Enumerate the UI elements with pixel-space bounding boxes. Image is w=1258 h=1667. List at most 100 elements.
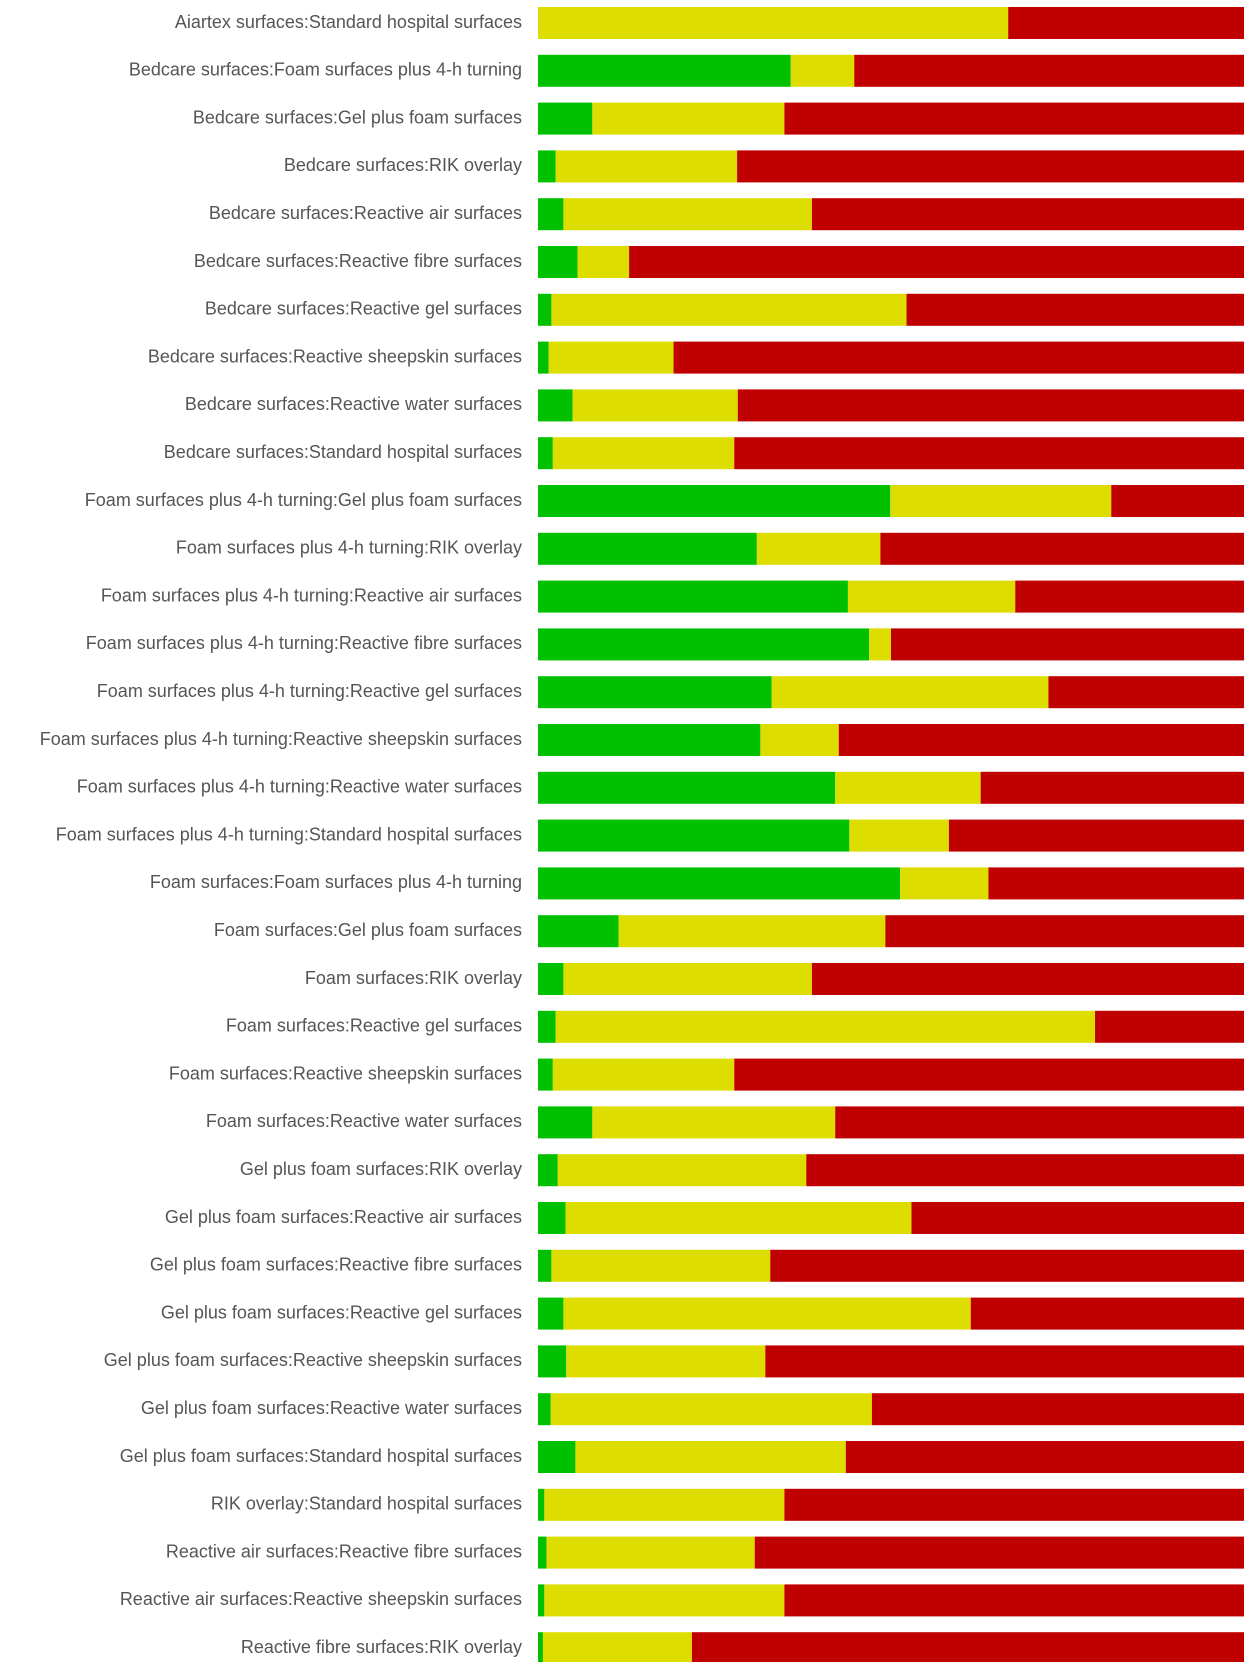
row-label: Gel plus foam surfaces:RIK overlay [240, 1159, 522, 1179]
bar-segment [811, 963, 1244, 995]
bar-segment [551, 1249, 771, 1282]
bar-segment [555, 150, 738, 183]
row-label: Bedcare surfaces:Foam surfaces plus 4-h … [129, 60, 522, 80]
bar-segment [847, 580, 1016, 613]
bar-segment [1095, 1010, 1244, 1043]
bar-segment [538, 1154, 558, 1187]
bar-segment [552, 1058, 735, 1091]
bar-segment [538, 1584, 545, 1617]
bar-segment [538, 1441, 576, 1473]
bar-segment [1008, 7, 1244, 39]
row-label: Foam surfaces plus 4-h turning:Reactive … [86, 633, 522, 653]
bar-segment [565, 1202, 912, 1234]
bar-segment [552, 437, 735, 470]
row-label: Gel plus foam surfaces:Standard hospital… [120, 1446, 522, 1466]
bar-segment [538, 1249, 552, 1282]
bar-segment [538, 389, 573, 422]
bar-segment [784, 102, 1244, 135]
row-label: RIK overlay:Standard hospital surfaces [211, 1494, 522, 1514]
bar-segment [538, 150, 556, 183]
bar-segment [538, 437, 553, 470]
bar-segment [1048, 676, 1244, 709]
bar-segment [538, 341, 549, 374]
bar-segment [563, 1297, 971, 1330]
bar-segment [784, 1488, 1244, 1521]
bar-segment [980, 771, 1244, 804]
bar-segment [771, 676, 1049, 709]
bar-segment [854, 54, 1244, 87]
bar-segment [538, 102, 593, 135]
bar-segment [838, 724, 1244, 756]
row-label: Bedcare surfaces:Reactive fibre surfaces [194, 251, 522, 271]
bar-segment [572, 389, 738, 422]
bar-segment [538, 1010, 556, 1043]
row-label: Gel plus foam surfaces:Reactive gel surf… [161, 1302, 522, 1322]
bar-segment [618, 915, 886, 948]
row-label: Gel plus foam surfaces:Reactive sheepski… [104, 1350, 522, 1370]
bar-segment [538, 676, 772, 709]
bar-segment [1111, 485, 1244, 517]
bar-segment [811, 198, 1244, 231]
bar-segment [538, 1297, 564, 1330]
bar-segment [538, 1488, 545, 1521]
bar-segment [563, 198, 812, 231]
row-label: Reactive air surfaces:Reactive sheepskin… [120, 1589, 522, 1609]
row-label: Foam surfaces:Reactive sheepskin surface… [169, 1063, 522, 1083]
bar-segment [734, 1058, 1244, 1091]
bar-segment [542, 1632, 692, 1665]
row-label: Foam surfaces:Reactive water surfaces [206, 1111, 522, 1131]
bar-segment [673, 341, 1244, 374]
bar-segment [890, 485, 1112, 517]
row-label: Foam surfaces plus 4-h turning:Gel plus … [85, 490, 522, 510]
bar-segment [550, 1393, 872, 1426]
bar-segment [885, 915, 1244, 948]
bar-segment [849, 819, 949, 852]
bar-segment [538, 1536, 547, 1569]
bar-segment [563, 963, 812, 995]
row-label: Reactive fibre surfaces:RIK overlay [241, 1637, 522, 1657]
bar-segment [538, 198, 564, 231]
bar-segment [538, 485, 891, 517]
bar-segment [538, 1632, 543, 1665]
bar-segment [538, 532, 757, 565]
bar-segment [538, 1393, 551, 1426]
bar-segment [970, 1297, 1244, 1330]
bar-segment [538, 1106, 593, 1139]
bar-segment [538, 7, 1009, 39]
bar-segment [835, 771, 981, 804]
bar-segment [538, 1202, 566, 1234]
bar-segment [835, 1106, 1244, 1139]
row-label: Gel plus foam surfaces:Reactive water su… [141, 1398, 522, 1418]
bar-segment [869, 628, 891, 661]
row-label: Foam surfaces plus 4-h turning:Reactive … [101, 585, 522, 605]
row-label: Foam surfaces:RIK overlay [305, 968, 522, 988]
row-label: Gel plus foam surfaces:Reactive air surf… [165, 1207, 522, 1227]
row-label: Foam surfaces plus 4-h turning:Standard … [56, 824, 522, 844]
bar-segment [592, 1106, 836, 1139]
bar-segment [770, 1249, 1244, 1282]
bar-segment [566, 1345, 766, 1378]
bar-segment [911, 1202, 1244, 1234]
bar-segment [577, 246, 630, 278]
bar-segment [691, 1632, 1244, 1665]
bar-segment [790, 54, 855, 87]
bar-segment [760, 724, 839, 756]
row-label: Bedcare surfaces:Reactive water surfaces [185, 394, 522, 414]
bar-segment [538, 580, 848, 613]
bar-segment [557, 1154, 807, 1187]
row-label: Foam surfaces plus 4-h turning:Reactive … [97, 681, 522, 701]
bar-segment [754, 1536, 1244, 1569]
bar-segment [737, 150, 1244, 183]
bar-segment [988, 867, 1244, 900]
row-label: Foam surfaces:Reactive gel surfaces [226, 1016, 522, 1036]
row-label: Reactive air surfaces:Reactive fibre sur… [166, 1541, 522, 1561]
row-label: Bedcare surfaces:RIK overlay [284, 155, 522, 175]
row-label: Foam surfaces plus 4-h turning:Reactive … [40, 729, 522, 749]
bar-segment [906, 293, 1244, 326]
bar-segment [538, 293, 552, 326]
bar-segment [734, 437, 1244, 470]
bar-segment [538, 1058, 553, 1091]
bar-segment [891, 628, 1244, 661]
bar-segment [575, 1441, 846, 1473]
